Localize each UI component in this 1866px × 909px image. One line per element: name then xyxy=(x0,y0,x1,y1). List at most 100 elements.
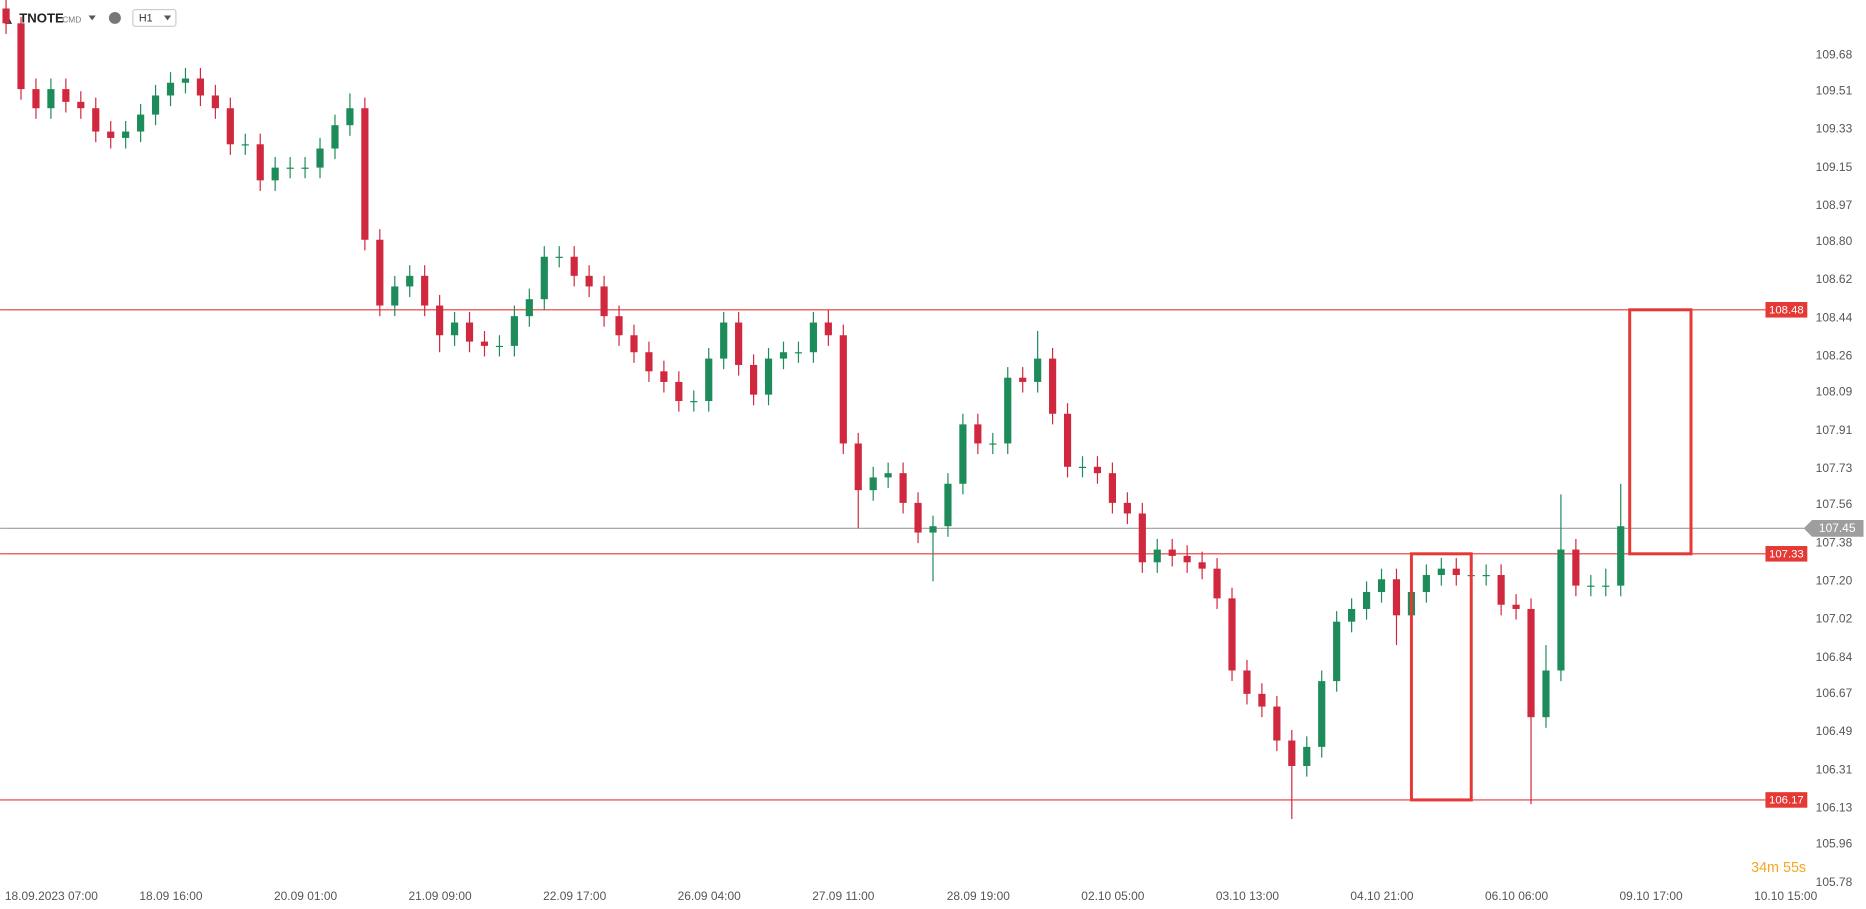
candle-body xyxy=(525,299,533,317)
y-tick-label: 108.26 xyxy=(1816,349,1853,363)
annotation-box xyxy=(1409,552,1473,802)
y-tick-label: 108.44 xyxy=(1816,310,1853,324)
candle-body xyxy=(301,167,309,169)
x-tick-label: 03.10 13:00 xyxy=(1216,889,1279,903)
x-tick-label: 18.09.2023 07:00 xyxy=(5,889,98,903)
candle-body xyxy=(406,275,414,287)
y-tick-label: 106.49 xyxy=(1816,724,1853,738)
x-tick-label: 21.09 09:00 xyxy=(409,889,472,903)
candle-body xyxy=(2,8,10,24)
candle-body xyxy=(1168,549,1176,556)
candle-body xyxy=(884,473,892,478)
y-tick-label: 107.56 xyxy=(1816,497,1853,511)
x-tick-label: 28.09 19:00 xyxy=(947,889,1010,903)
symbol-dropdown[interactable] xyxy=(88,15,96,21)
candle-body xyxy=(1422,575,1430,592)
y-tick-label: 106.67 xyxy=(1816,686,1853,700)
candle-body xyxy=(1527,608,1535,718)
candle-body xyxy=(196,78,205,96)
level-tag xyxy=(1765,792,1808,808)
candle-body xyxy=(1333,621,1341,682)
candle-body xyxy=(1617,526,1625,586)
x-tick-label: 18.09 16:00 xyxy=(139,889,202,903)
y-tick-label: 108.09 xyxy=(1816,385,1853,399)
candle-body xyxy=(944,483,952,527)
candle-body xyxy=(1198,562,1206,569)
candle-body xyxy=(914,502,922,533)
candle-body xyxy=(32,89,40,109)
level-tag xyxy=(1765,302,1808,318)
info-icon[interactable] xyxy=(108,11,121,24)
current-price-label: 107.45 xyxy=(1819,521,1856,535)
x-tick-label: 20.09 01:00 xyxy=(274,889,337,903)
candle-body xyxy=(1512,604,1520,609)
candle-body xyxy=(1019,377,1027,382)
candle-body xyxy=(824,322,832,336)
x-tick-label: 27.09 11:00 xyxy=(812,889,875,903)
candle-body xyxy=(450,322,459,336)
candle-body xyxy=(510,316,518,346)
candle-body xyxy=(1377,579,1386,592)
symbol[interactable]: TNOTE xyxy=(19,11,64,26)
interval-select[interactable] xyxy=(132,8,177,27)
candle-body xyxy=(211,95,219,109)
y-tick-label: 107.73 xyxy=(1816,461,1853,475)
candle-body xyxy=(929,526,937,533)
x-tick-label: 04.10 21:00 xyxy=(1350,889,1413,903)
level-label: 106.17 xyxy=(1769,795,1804,807)
y-tick-label: 109.33 xyxy=(1816,122,1853,136)
candle-body xyxy=(974,424,982,444)
x-tick-label: 09.10 17:00 xyxy=(1620,889,1683,903)
x-tick-label: 26.09 04:00 xyxy=(678,889,741,903)
candle-body xyxy=(346,108,354,126)
x-tick-label: 22.09 17:00 xyxy=(543,889,606,903)
x-tick-label: 06.10 06:00 xyxy=(1485,889,1548,903)
candle-body xyxy=(1303,746,1311,766)
candle-body xyxy=(47,89,55,109)
candle-body xyxy=(1078,466,1087,469)
candle-body xyxy=(600,286,608,317)
candle-body xyxy=(421,275,429,306)
candle-body xyxy=(764,358,773,395)
candle-body xyxy=(959,424,967,484)
y-tick-label: 105.96 xyxy=(1816,837,1853,851)
y-tick-label: 108.80 xyxy=(1816,234,1853,248)
toolbar: TNOTE CMD H1 xyxy=(4,8,177,27)
candle-body xyxy=(271,167,279,181)
candle-body xyxy=(1243,670,1251,694)
candle-body xyxy=(226,108,234,145)
candle-body xyxy=(1138,513,1146,563)
y-tick-label: 109.68 xyxy=(1816,47,1853,61)
candle-body xyxy=(735,322,743,365)
candle-body xyxy=(750,364,758,395)
y-tick-label: 105.78 xyxy=(1816,875,1853,889)
candle-body xyxy=(1587,585,1595,587)
candle-body xyxy=(1228,598,1236,671)
candle-body xyxy=(794,352,803,354)
candle-body xyxy=(151,95,160,115)
candle-body xyxy=(107,131,115,138)
candle-body xyxy=(376,239,384,306)
level-label: 107.33 xyxy=(1769,548,1804,560)
candle-body xyxy=(1063,413,1072,467)
candle-body xyxy=(989,443,997,445)
candle-body xyxy=(1093,466,1102,474)
candle-body xyxy=(92,108,100,132)
candle-body xyxy=(1482,575,1490,577)
candle-body xyxy=(331,125,339,149)
candle-body xyxy=(241,144,249,146)
candle-body xyxy=(1392,579,1401,616)
candle-body xyxy=(660,371,668,382)
candle-body xyxy=(286,167,294,169)
y-tick-label: 107.20 xyxy=(1816,574,1853,588)
y-tick-label: 106.13 xyxy=(1816,801,1853,815)
candle-body xyxy=(1572,549,1580,586)
candle-body xyxy=(166,82,175,96)
candle-body xyxy=(585,275,593,287)
candle-body xyxy=(1542,670,1550,718)
y-tick-label: 109.15 xyxy=(1816,160,1853,174)
y-tick-label: 106.31 xyxy=(1816,762,1853,776)
annotation-box xyxy=(1628,308,1693,556)
candle-body xyxy=(570,256,578,276)
